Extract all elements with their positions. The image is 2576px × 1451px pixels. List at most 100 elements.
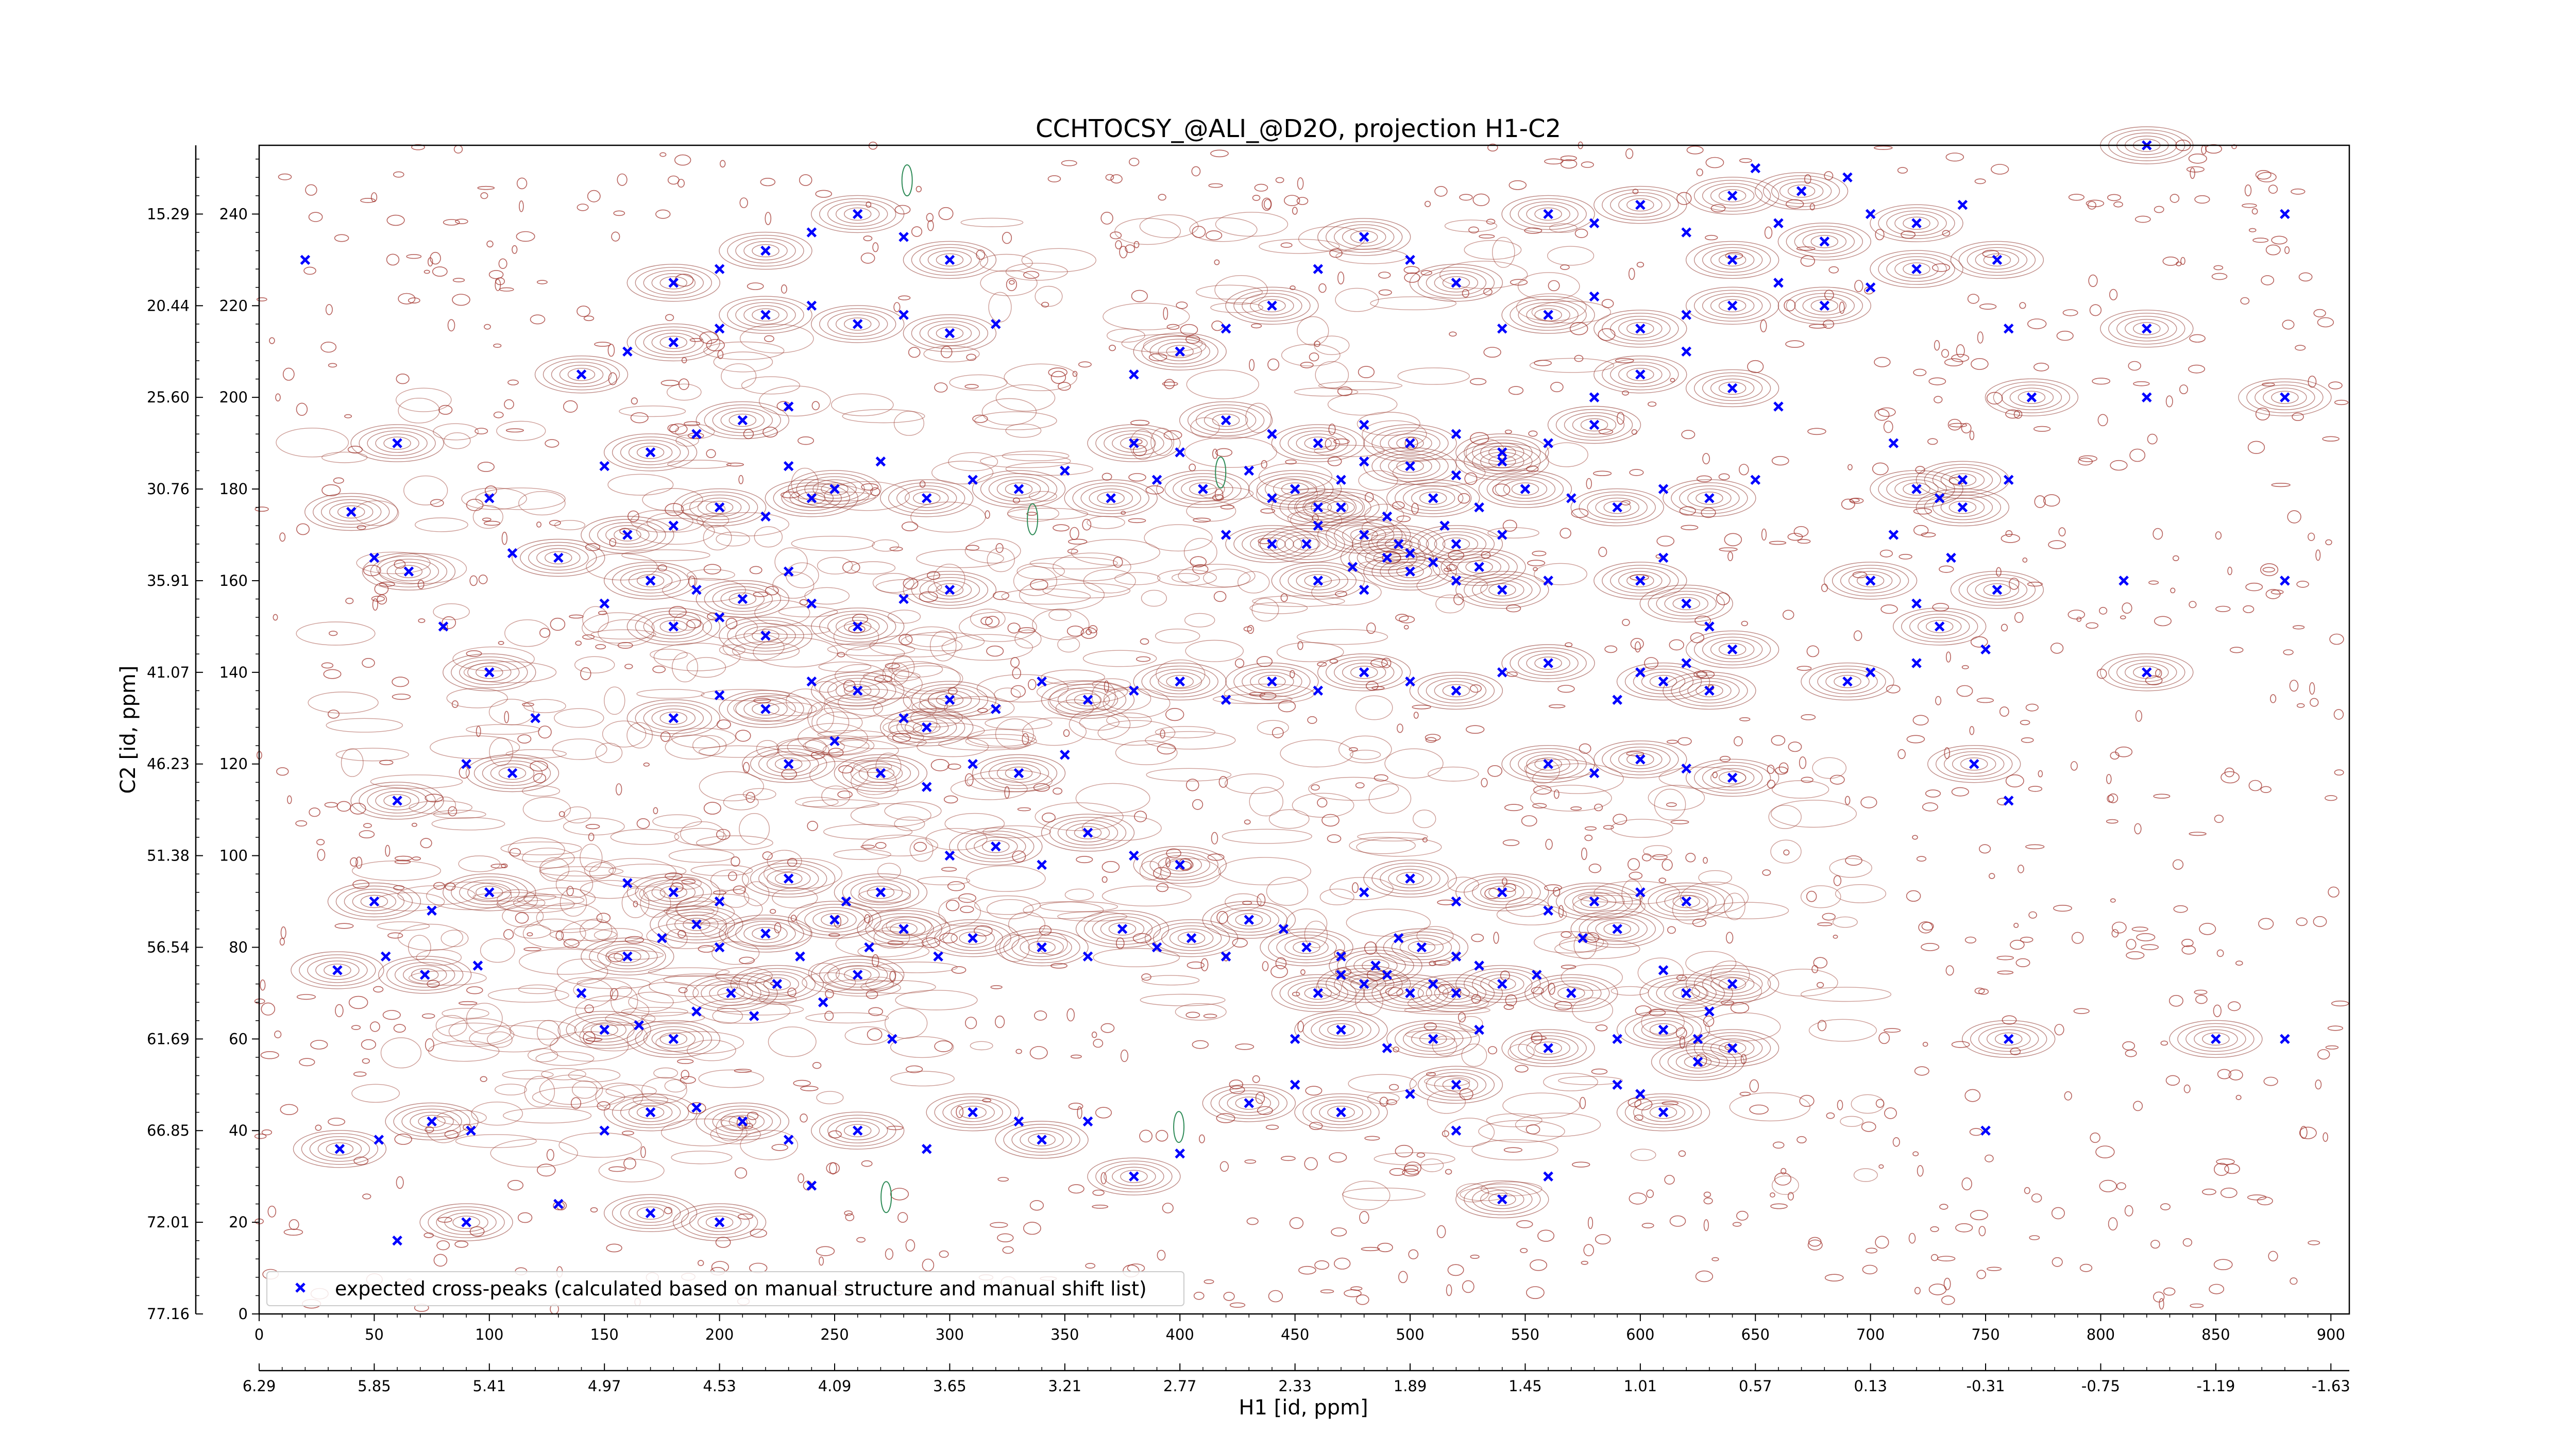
noise-contour [1163, 307, 1168, 320]
band-contour [466, 724, 540, 735]
noise-contour [463, 1124, 472, 1131]
noise-contour [408, 297, 420, 303]
cross-peak-marker [634, 1020, 644, 1031]
peak-contour [1624, 1096, 1702, 1128]
peak-contour [911, 573, 989, 606]
noise-contour [1321, 814, 1340, 827]
peak-contour [936, 253, 964, 267]
peak-contour [672, 488, 767, 527]
noise-contour [385, 845, 391, 857]
band-contour [308, 691, 379, 714]
band-contour [964, 538, 1021, 564]
noise-contour [1337, 386, 1352, 396]
band-contour [642, 488, 703, 512]
noise-contour [1223, 1292, 1235, 1301]
peak-contour [1074, 826, 1102, 839]
cross-peak-marker [622, 878, 633, 888]
peak-contour [628, 571, 673, 590]
cross-peak-marker [1082, 695, 1093, 705]
noise-contour [2331, 1000, 2349, 1007]
band-contour [711, 941, 760, 965]
peak-contour [763, 977, 791, 991]
noise-contour [1797, 666, 1812, 671]
peak-contour [934, 1096, 1011, 1128]
peak-contour [1434, 534, 1479, 554]
noise-contour [1483, 347, 1501, 358]
cross-peak-marker [1221, 415, 1231, 426]
noise-contour [484, 324, 491, 330]
noise-contour [1404, 1161, 1421, 1175]
peak-contour [1710, 639, 1755, 660]
peak-contour [1903, 216, 1930, 230]
noise-contour [1969, 726, 1975, 735]
peak-contour [401, 1108, 462, 1135]
noise-contour [2013, 922, 2019, 928]
peak-contour [1235, 1096, 1263, 1110]
band-contour [584, 862, 614, 879]
noise-contour [617, 173, 628, 186]
band-contour [554, 977, 613, 1009]
noise-contour [1434, 185, 1448, 197]
noise-contour [1304, 1157, 1318, 1171]
noise-contour [856, 1237, 866, 1243]
noise-contour [1931, 263, 1951, 272]
noise-contour [608, 1166, 626, 1172]
cross-peak-marker [1957, 502, 1968, 513]
noise-contour [1068, 1103, 1083, 1110]
peak-contour [827, 201, 888, 227]
band-contour [767, 850, 802, 872]
band-contour [518, 984, 557, 994]
noise-contour [1389, 1084, 1399, 1091]
band-contour [1318, 381, 1403, 391]
peak-contour [834, 873, 928, 912]
band-contour [666, 929, 688, 949]
peak-contour [1618, 365, 1663, 384]
noise-contour [1969, 1128, 1983, 1136]
peak-contour [1685, 758, 1780, 797]
noise-contour [372, 598, 378, 611]
noise-contour [2024, 1187, 2030, 1194]
peak-contour [1011, 1127, 1072, 1153]
cross-peak-marker [1543, 576, 1553, 586]
noise-contour [703, 564, 721, 575]
peak-contour [1823, 562, 1918, 600]
noise-contour [1244, 1159, 1257, 1164]
peak-contour [1287, 494, 1349, 520]
cross-peak-marker [1934, 493, 1945, 503]
band-contour [1013, 566, 1057, 596]
noise-contour [1296, 197, 1309, 205]
noise-contour [623, 1157, 636, 1170]
peak-contour [551, 362, 612, 387]
noise-contour [1695, 1270, 1714, 1283]
cross-peak-marker [1520, 484, 1531, 494]
noise-contour [1703, 1197, 1713, 1205]
noise-contour [1939, 1204, 1948, 1210]
peak-contour [1524, 974, 1618, 1013]
cross-peak-marker [1497, 456, 1507, 467]
noise-contour [1100, 211, 1113, 225]
noise-contour [1912, 1151, 1919, 1156]
noise-contour [1664, 1175, 1675, 1185]
peak-contour [1287, 430, 1349, 456]
cross-peak-marker [1405, 438, 1415, 448]
peak-contour [727, 693, 804, 725]
noise-contour [966, 353, 977, 361]
peak-contour [827, 614, 888, 639]
ppm-y-tick-label: 30.76 [147, 480, 190, 498]
noise-contour [537, 1163, 556, 1177]
noise-contour [1185, 1011, 1200, 1018]
peak-contour [819, 959, 896, 991]
cross-peak-marker [1888, 438, 1899, 448]
peak-contour [1212, 413, 1240, 427]
noise-contour [587, 190, 601, 203]
peak-contour [755, 974, 800, 994]
band-contour [716, 1116, 743, 1141]
band-contour [886, 916, 933, 935]
cross-peak-marker [714, 612, 725, 622]
noise-contour [2181, 945, 2196, 955]
noise-contour [2133, 381, 2150, 386]
noise-contour [2022, 557, 2028, 563]
band-contour [1557, 1076, 1623, 1085]
peak-contour [1250, 671, 1294, 691]
peak-contour [1149, 339, 1210, 364]
